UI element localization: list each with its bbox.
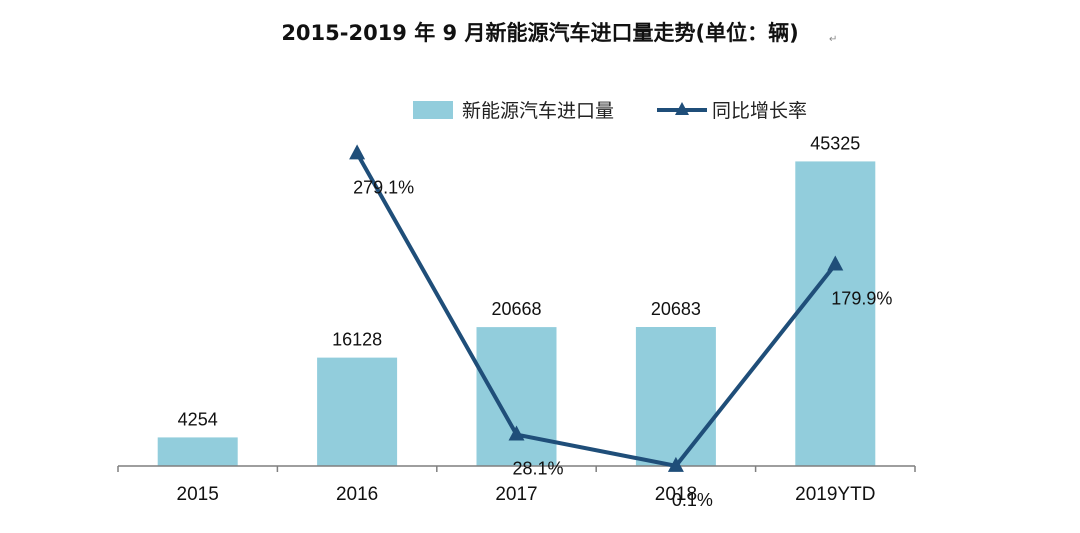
growth-marker: [667, 456, 684, 472]
legend-bar-swatch: [413, 101, 453, 119]
bar-value-label: 20668: [491, 299, 541, 319]
legend-bar-label: 新能源汽车进口量: [462, 100, 614, 122]
chart-title: 2015-2019 年 9 月新能源汽车进口量走势(单位：辆): [281, 21, 798, 45]
x-tick-label: 2017: [495, 484, 537, 505]
growth-line-layer: [349, 144, 844, 472]
legend-triangle-marker: [675, 102, 689, 115]
x-tick-label: 2015: [177, 484, 219, 505]
bars-layer: [157, 161, 876, 466]
bar-value-label: 20683: [651, 299, 701, 319]
x-tick-label: 2019YTD: [795, 484, 875, 505]
x-tick-label: 2018: [655, 484, 697, 505]
x-tick-label: 2016: [336, 484, 378, 505]
growth-rate-label: 28.1%: [513, 459, 564, 479]
bar-2015: [157, 437, 238, 466]
bar-2018: [635, 327, 716, 466]
growth-rate-label: 279.1%: [353, 177, 414, 197]
growth-marker: [508, 425, 525, 441]
bar-value-label: 45325: [810, 133, 860, 153]
bar-2019YTD: [795, 161, 876, 466]
labels-layer: 4254 16128 20668 20683 45325 279.1% 28.1% 0.1% 1…: [178, 133, 893, 509]
legend: 新能源汽车进口量 同比增长率: [413, 100, 807, 122]
legend-line-label: 同比增长率: [712, 100, 807, 122]
growth-rate-line: [355, 152, 837, 469]
growth-marker: [349, 144, 366, 160]
bar-value-label: 16128: [332, 330, 382, 350]
bar-value-label: 4254: [178, 409, 218, 429]
growth-marker: [827, 255, 844, 271]
paragraph-mark: ↵: [829, 34, 837, 45]
x-axis: 2015 2016 2017 2018 2019YTD: [117, 465, 916, 505]
growth-rate-label: 179.9%: [831, 289, 892, 309]
bar-2017: [476, 327, 557, 466]
growth-rate-label: 0.1%: [672, 490, 713, 510]
bar-2016: [317, 357, 398, 466]
